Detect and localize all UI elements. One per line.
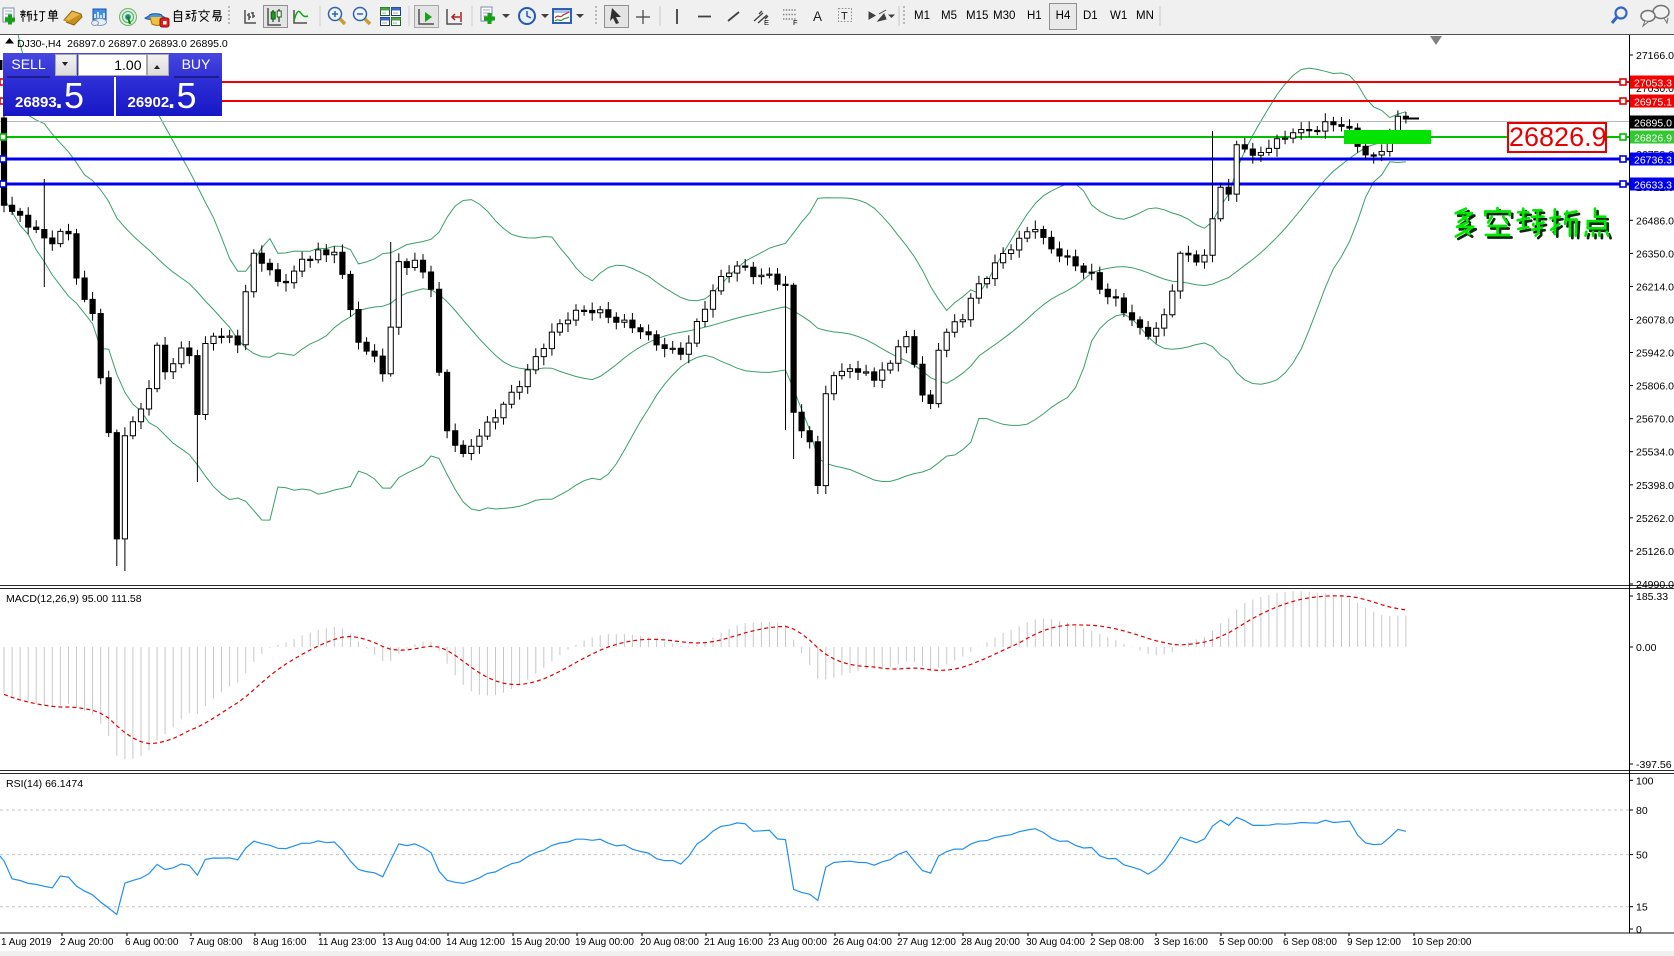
svg-text:21 Aug 16:00: 21 Aug 16:00 — [704, 937, 763, 948]
svg-text:25534.0: 25534.0 — [1636, 447, 1674, 459]
svg-text:27 Aug 12:00: 27 Aug 12:00 — [897, 937, 956, 948]
svg-text:27053.3: 27053.3 — [1634, 78, 1672, 90]
svg-text:A: A — [813, 9, 822, 24]
svg-text:1 Aug 2019: 1 Aug 2019 — [1, 937, 52, 948]
svg-text:0.00: 0.00 — [1636, 642, 1657, 654]
svg-text:25942.0: 25942.0 — [1636, 348, 1674, 360]
svg-text:26633.3: 26633.3 — [1634, 180, 1672, 192]
svg-text:28 Aug 20:00: 28 Aug 20:00 — [961, 937, 1020, 948]
svg-text:7 Aug 08:00: 7 Aug 08:00 — [189, 937, 243, 948]
svg-text:25670.0: 25670.0 — [1636, 414, 1674, 426]
svg-text:24990.0: 24990.0 — [1636, 579, 1674, 591]
svg-text:14 Aug 12:00: 14 Aug 12:00 — [446, 937, 505, 948]
svg-text:26078.0: 26078.0 — [1636, 315, 1674, 327]
svg-text:11 Aug 23:00: 11 Aug 23:00 — [318, 937, 377, 948]
svg-text:26486.0: 26486.0 — [1636, 215, 1674, 227]
svg-text:25126.0: 25126.0 — [1636, 546, 1674, 558]
svg-text:20 Aug 08:00: 20 Aug 08:00 — [640, 937, 699, 948]
svg-text:30 Aug 04:00: 30 Aug 04:00 — [1026, 937, 1085, 948]
svg-text:MACD(12,26,9) 95.00 111.58: MACD(12,26,9) 95.00 111.58 — [6, 593, 142, 605]
svg-text:26736.3: 26736.3 — [1634, 155, 1672, 167]
svg-text:2 Aug 20:00: 2 Aug 20:00 — [60, 937, 114, 948]
svg-text:DJ30-,H4 26897.0 26897.0 2689: DJ30-,H4 26897.0 26897.0 26893.0 26895.0 — [17, 38, 228, 50]
svg-text:26826.9: 26826.9 — [1634, 133, 1672, 145]
svg-text:50: 50 — [1636, 850, 1648, 862]
svg-text:100: 100 — [1636, 775, 1654, 787]
svg-text:3 Sep 16:00: 3 Sep 16:00 — [1154, 937, 1208, 948]
svg-text:13 Aug 04:00: 13 Aug 04:00 — [382, 937, 441, 948]
svg-text:185.33: 185.33 — [1636, 591, 1668, 603]
svg-text:6 Sep 08:00: 6 Sep 08:00 — [1283, 937, 1337, 948]
svg-text:F: F — [793, 18, 798, 27]
svg-text:15: 15 — [1636, 902, 1648, 914]
svg-text:E: E — [764, 18, 769, 27]
svg-text:25806.0: 25806.0 — [1636, 381, 1674, 393]
svg-text:25398.0: 25398.0 — [1636, 480, 1674, 492]
svg-text:15 Aug 20:00: 15 Aug 20:00 — [511, 937, 570, 948]
svg-text:27166.0: 27166.0 — [1636, 50, 1674, 62]
svg-text:6 Aug 00:00: 6 Aug 00:00 — [125, 937, 179, 948]
svg-text:80: 80 — [1636, 805, 1648, 817]
svg-text:T: T — [841, 11, 848, 23]
svg-text:10 Sep 20:00: 10 Sep 20:00 — [1412, 937, 1472, 948]
svg-text:2 Sep 08:00: 2 Sep 08:00 — [1090, 937, 1144, 948]
svg-text:0: 0 — [1636, 924, 1642, 936]
svg-text:23 Aug 00:00: 23 Aug 00:00 — [768, 937, 827, 948]
svg-text:RSI(14) 66.1474: RSI(14) 66.1474 — [6, 778, 83, 790]
svg-text:26214.0: 26214.0 — [1636, 281, 1674, 293]
svg-text:-397.56: -397.56 — [1636, 759, 1672, 771]
svg-text:9 Sep 12:00: 9 Sep 12:00 — [1347, 937, 1401, 948]
svg-text:26895.0: 26895.0 — [1634, 118, 1672, 130]
svg-text:26350.0: 26350.0 — [1636, 248, 1674, 260]
svg-text:26975.1: 26975.1 — [1634, 97, 1672, 109]
svg-text:5 Sep 00:00: 5 Sep 00:00 — [1219, 937, 1273, 948]
svg-text:26 Aug 04:00: 26 Aug 04:00 — [833, 937, 892, 948]
svg-text:25262.0: 25262.0 — [1636, 513, 1674, 525]
svg-text:19 Aug 00:00: 19 Aug 00:00 — [575, 937, 634, 948]
svg-text:8 Aug 16:00: 8 Aug 16:00 — [253, 937, 307, 948]
